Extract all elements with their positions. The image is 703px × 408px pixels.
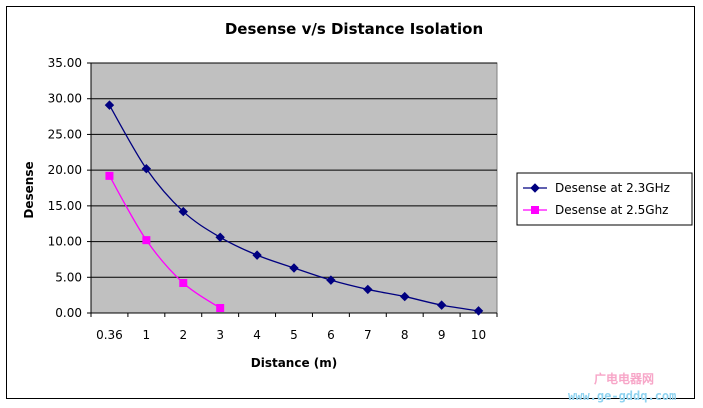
x-tick-label: 2 bbox=[179, 328, 187, 342]
data-point-series-1 bbox=[473, 306, 484, 316]
data-point-series-1 bbox=[178, 206, 188, 217]
y-tick-label: 15.00 bbox=[48, 199, 82, 213]
x-tick-label: 0.36 bbox=[96, 328, 123, 342]
y-tick-label: 10.00 bbox=[48, 235, 82, 249]
x-tick-label: 4 bbox=[253, 328, 261, 342]
x-tick-label: 8 bbox=[401, 328, 409, 342]
data-point-series-1 bbox=[326, 275, 336, 285]
data-point-series-1 bbox=[104, 100, 115, 110]
watermark-line1: 广电电器网 bbox=[594, 371, 654, 386]
y-axis-title: Desense bbox=[22, 161, 36, 218]
x-tick-label: 6 bbox=[327, 328, 335, 342]
plot-area: 0.00 5.00 10.00 15.00 20.00 25.00 30.00 35.00 0.… bbox=[48, 56, 498, 342]
x-tick-label: 7 bbox=[364, 328, 372, 342]
x-tick-label: 9 bbox=[438, 328, 446, 342]
data-point-series-2 bbox=[216, 304, 225, 312]
x-tick-label: 3 bbox=[216, 328, 224, 342]
y-tick-label: 5.00 bbox=[55, 270, 82, 284]
legend-label-2: Desense at 2.5Ghz bbox=[555, 203, 668, 217]
data-point-series-1 bbox=[289, 263, 299, 273]
y-tick-label: 35.00 bbox=[48, 56, 82, 70]
data-point-series-2 bbox=[105, 171, 114, 180]
x-tick-label: 1 bbox=[143, 328, 151, 342]
y-tick-label: 30.00 bbox=[48, 92, 82, 106]
data-point-series-2 bbox=[142, 236, 151, 245]
legend: Desense at 2.3GHz Desense at 2.5Ghz bbox=[516, 172, 693, 226]
watermark: 广电电器网 www.ge-gddq.com bbox=[568, 371, 676, 403]
x-tick-label: 5 bbox=[290, 328, 298, 342]
legend-marker-2 bbox=[531, 206, 539, 214]
y-tick-label: 25.00 bbox=[48, 127, 82, 141]
data-point-series-1 bbox=[363, 284, 373, 295]
x-tick-label: 10 bbox=[471, 328, 486, 342]
x-axis-title: Distance (m) bbox=[251, 356, 338, 370]
data-point-series-1 bbox=[215, 232, 225, 242]
data-point-series-1 bbox=[400, 291, 410, 302]
y-tick-label: 20.00 bbox=[48, 163, 82, 177]
data-point-series-1 bbox=[436, 300, 447, 310]
chart-title: Desense v/s Distance Isolation bbox=[225, 20, 483, 38]
legend-box bbox=[516, 172, 693, 226]
plot-background bbox=[90, 62, 498, 314]
data-point-series-1 bbox=[252, 250, 262, 260]
legend-marker-1 bbox=[530, 183, 540, 193]
data-point-series-1 bbox=[141, 164, 152, 174]
data-point-series-2 bbox=[179, 279, 188, 287]
series-line-2 bbox=[108, 175, 221, 309]
watermark-line2: www.ge-gddq.com bbox=[568, 389, 676, 403]
y-tick-label: 0.00 bbox=[55, 306, 82, 320]
legend-label-1: Desense at 2.3GHz bbox=[555, 181, 670, 195]
